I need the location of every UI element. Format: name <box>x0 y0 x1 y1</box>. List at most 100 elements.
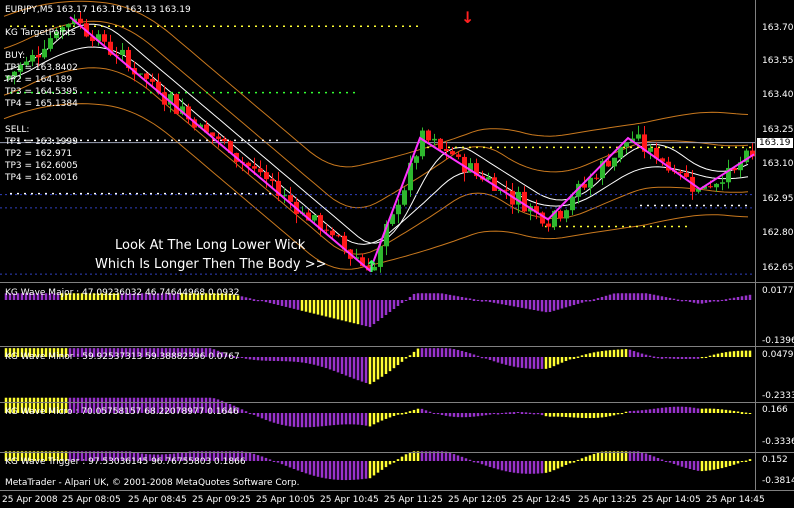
bear-candle <box>456 154 461 157</box>
ma-lower-inner <box>3 67 749 255</box>
bear-candle <box>594 177 599 179</box>
time-tick: 25 Apr 08:05 <box>62 495 121 505</box>
bull-candle <box>60 27 65 32</box>
panel-separator[interactable] <box>0 282 794 283</box>
bear-candle <box>336 235 341 237</box>
bull-candle <box>282 195 287 197</box>
bull-candle <box>744 150 749 163</box>
bull-candle <box>720 182 725 184</box>
bear-candle <box>534 206 539 213</box>
time-tick: 25 Apr 13:25 <box>578 495 637 505</box>
price-tick: 163.40 <box>762 90 794 100</box>
bull-candle <box>396 204 401 215</box>
sell-label: SELL: <box>5 125 30 135</box>
sell-tp3: TP3 = 162.6005 <box>5 161 78 171</box>
bear-candle <box>102 34 107 42</box>
bear-candle <box>78 18 83 24</box>
bull-candle <box>588 177 593 188</box>
bull-candle <box>42 48 47 58</box>
bear-candle <box>678 171 683 174</box>
annotation-line-2: Which Is Longer Then The Body >> <box>95 257 327 272</box>
annotation-line-1: Look At The Long Lower Wick <box>115 238 306 253</box>
bear-candle <box>126 49 131 69</box>
bull-candle <box>564 210 569 219</box>
price-tick: 162.65 <box>762 263 794 273</box>
panel-separator[interactable] <box>0 346 794 347</box>
bear-candle <box>540 212 545 224</box>
bull-candle <box>552 210 557 227</box>
bear-candle <box>474 163 479 177</box>
bull-candle <box>414 156 419 163</box>
buy-label: BUY: <box>5 51 26 61</box>
bull-candle <box>24 61 29 65</box>
zigzag-line <box>69 16 755 273</box>
bull-candle <box>168 94 173 105</box>
sell-arrow-icon: ↓ <box>461 8 475 27</box>
buy-arrow-icon: ↑ <box>365 257 379 276</box>
bear-candle <box>708 186 713 188</box>
price-tick: 163.55 <box>762 56 794 66</box>
panel-separator[interactable] <box>0 452 794 453</box>
bear-candle <box>228 141 233 153</box>
bull-candle <box>66 24 71 28</box>
bear-candle <box>162 92 167 105</box>
bear-candle <box>258 168 263 173</box>
price-tick: 162.80 <box>762 228 794 238</box>
bull-candle <box>30 55 35 62</box>
bear-candle <box>156 81 161 93</box>
bear-candle <box>276 180 281 196</box>
bear-candle <box>246 162 251 167</box>
bear-candle <box>438 138 443 150</box>
bear-candle <box>732 167 737 171</box>
bear-candle <box>342 235 347 250</box>
time-tick: 25 Apr 10:05 <box>256 495 315 505</box>
ma-white-fast <box>3 23 749 244</box>
bear-candle <box>144 73 149 79</box>
bull-candle <box>96 34 101 42</box>
bear-candle <box>210 132 215 137</box>
sell-tp4: TP4 = 162.0016 <box>5 173 78 183</box>
bull-candle <box>408 162 413 191</box>
bull-candle <box>600 160 605 179</box>
wave-minor-label: KG Wave Minor : 59.92537313 59.38882396 … <box>5 352 240 362</box>
bear-candle <box>546 223 551 227</box>
wave-micro-label: KG Wave Micro : 70.05758157 68.22078977 … <box>5 407 239 417</box>
bear-candle <box>324 229 329 231</box>
current-price-label: 163.19 <box>757 138 793 148</box>
bull-candle <box>516 191 521 205</box>
wave-minor-scale-top: 0.0479 <box>762 350 794 360</box>
bull-candle <box>18 64 23 72</box>
ma-upper-inner <box>3 20 749 209</box>
wave-micro-scale-bottom: -0.3336 <box>762 437 794 447</box>
bear-candle <box>270 179 275 181</box>
bear-candle <box>90 36 95 42</box>
wave-major-label: KG Wave Major : 47.09236032 46.74644968 … <box>5 288 240 298</box>
bear-candle <box>750 150 755 157</box>
bull-candle <box>54 31 59 39</box>
bear-candle <box>654 147 659 159</box>
bull-candle <box>726 167 731 183</box>
bull-candle <box>576 183 581 197</box>
buy-tp2: TP2 = 164.189 <box>5 75 73 85</box>
bull-candle <box>372 266 377 271</box>
bear-candle <box>606 160 611 167</box>
time-tick: 25 Apr 09:25 <box>192 495 251 505</box>
sell-tp1: TP1 = 163.1999 <box>5 137 78 147</box>
wave-major-scale-bottom: -0.1396 <box>762 336 794 346</box>
bear-candle <box>252 166 257 169</box>
bull-candle <box>618 146 623 158</box>
bear-candle <box>36 55 41 58</box>
bear-candle <box>462 156 467 173</box>
wave-major-scale-top: 0.0177 <box>762 286 794 296</box>
bull-candle <box>12 71 17 77</box>
ma-upper-outer <box>3 0 749 168</box>
bull-candle <box>738 162 743 171</box>
bull-candle <box>48 38 53 49</box>
bear-candle <box>108 41 113 55</box>
bear-candle <box>492 177 497 191</box>
bull-candle <box>138 73 143 75</box>
panel-separator[interactable] <box>0 402 794 403</box>
bull-candle <box>636 134 641 139</box>
bear-candle <box>222 138 227 142</box>
